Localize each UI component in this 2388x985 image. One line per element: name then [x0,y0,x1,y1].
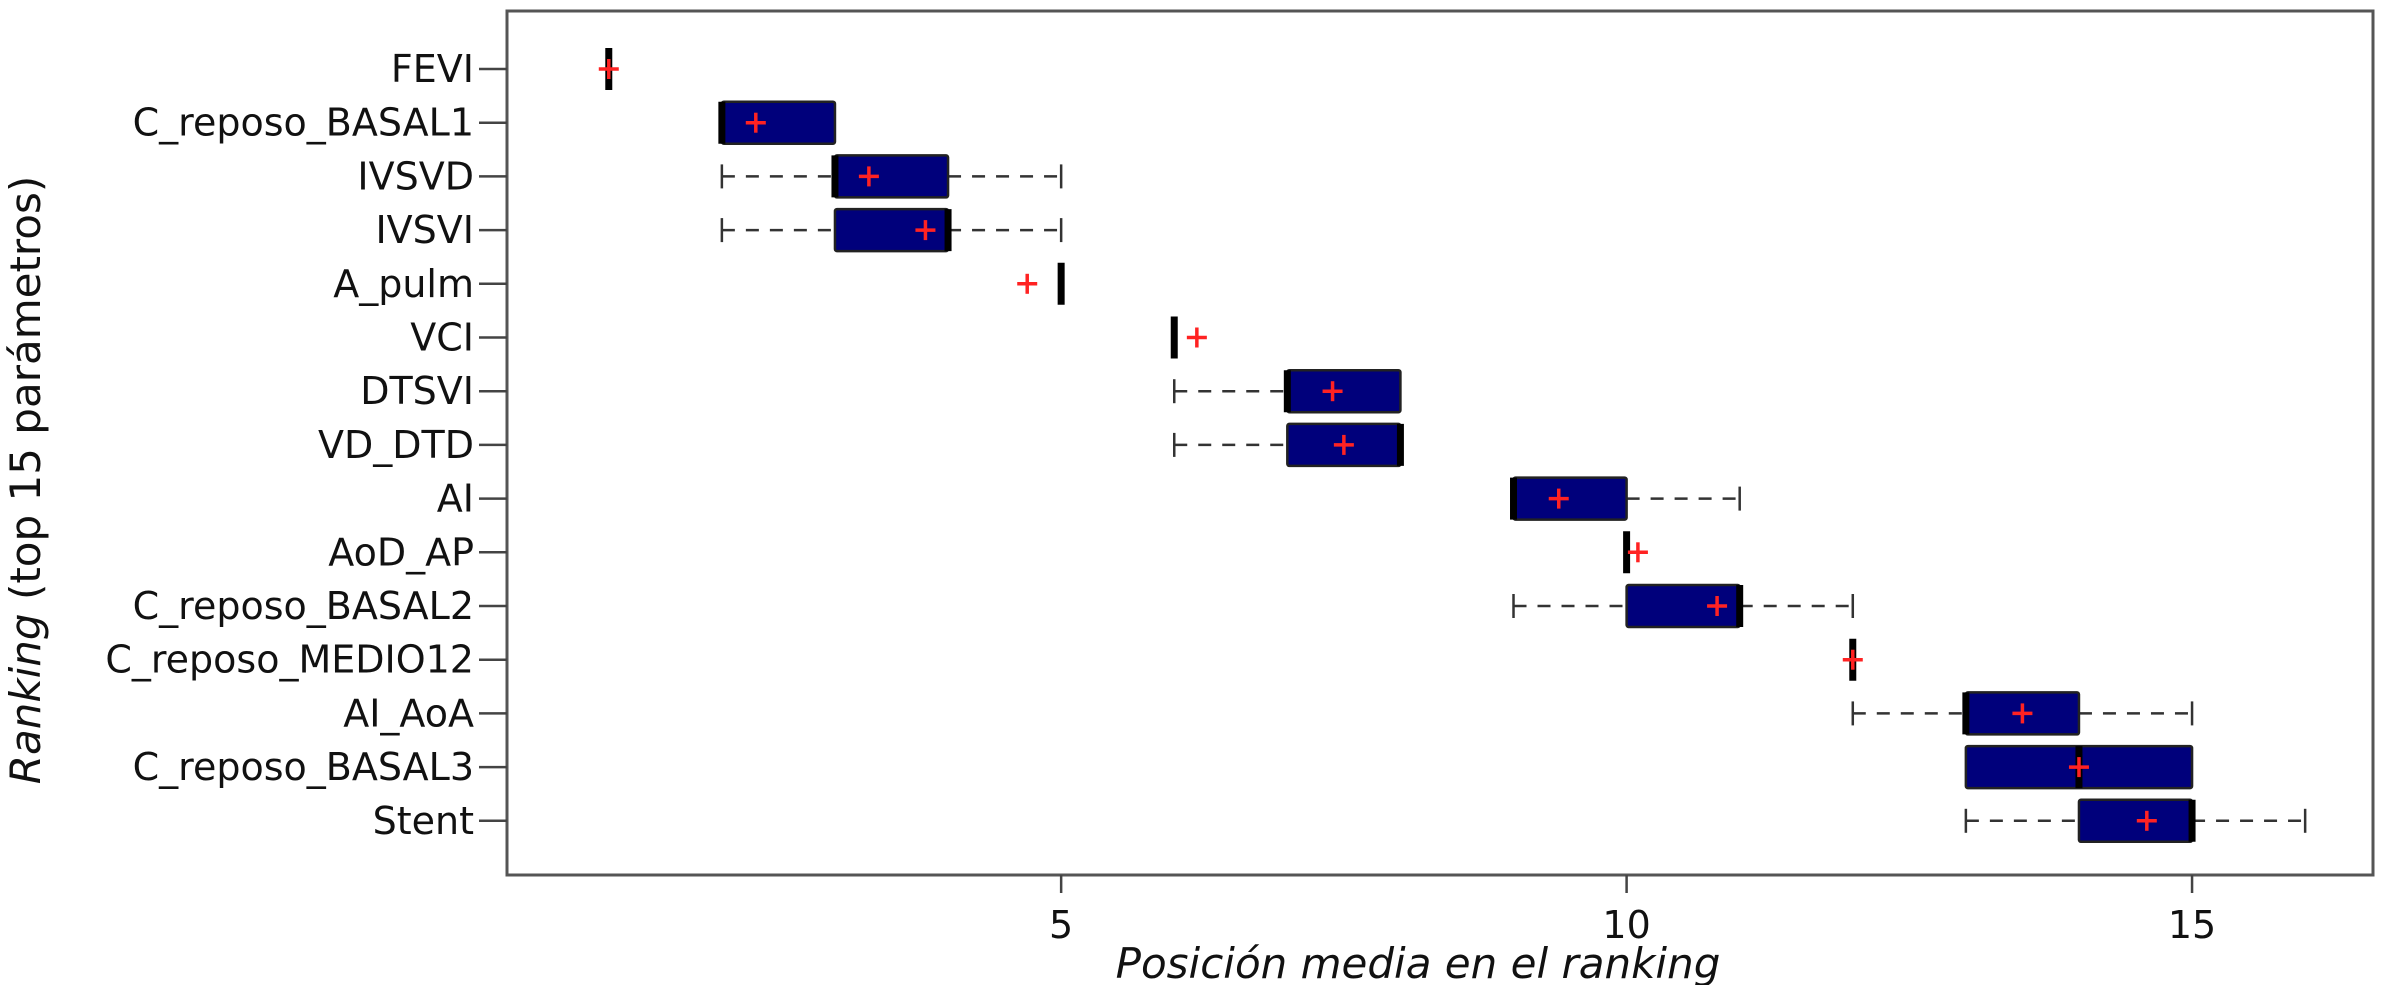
x-tick-label-10: 10 [1602,903,1650,947]
box-group-VCI [1170,316,1207,359]
y-tick-label-C_reposo_BASAL3: C_reposo_BASAL3 [133,745,474,789]
y-tick-label-Stent: Stent [373,799,474,843]
y-tick-label-AI: AI [437,477,474,521]
y-tick-label-VD_DTD: VD_DTD [318,423,474,467]
box-group-AI [1510,476,1741,521]
y-axis-ticks: FEVI C_reposo_BASAL1 IVSVD IVSVI A_pulm VCI DT… [105,47,507,843]
chart-marks [598,48,2307,844]
x-tick-label-15: 15 [2168,903,2216,947]
y-axis-title-italic: Ranking [1,613,50,784]
box [1512,476,1628,521]
box [1286,368,1402,414]
y-tick-label-IVSVD: IVSVD [357,154,474,198]
y-axis-title: Ranking (top 15 parámetros) [1,176,50,784]
box [833,154,950,199]
box [720,100,837,145]
box-group-DTSVI [1172,368,1402,414]
box-group-C_reposo_BASAL2 [1512,583,1855,629]
x-axis-title: Posición media en el ranking [1116,939,1721,985]
box-group-VD_DTD [1172,422,1404,468]
box-group-C_reposo_MEDIO12 [1842,638,1863,681]
x-tick-label-5: 5 [1049,903,1073,947]
y-tick-label-C_reposo_BASAL1: C_reposo_BASAL1 [133,101,474,145]
y-tick-label-A_pulm: A_pulm [333,262,474,306]
y-tick-label-FEVI: FEVI [391,47,474,91]
y-tick-label-IVSVI: IVSVI [375,208,474,252]
x-axis-ticks: 5 10 15 [1049,875,2216,947]
box-group-AoD_AP [1623,531,1648,574]
box [2077,798,2194,844]
box-group-IVSVD [720,154,1063,199]
box-group-C_reposo_BASAL3 [1964,744,2194,790]
box-group-IVSVI [720,207,1063,253]
box-group-Stent [1964,798,2307,844]
box-group-A_pulm [1017,262,1065,305]
box-group-FEVI [598,48,619,90]
y-tick-label-AoD_AP: AoD_AP [328,530,474,574]
y-tick-label-C_reposo_BASAL2: C_reposo_BASAL2 [133,584,474,628]
box-group-AI_AoA [1851,691,2194,736]
y-tick-label-DTSVI: DTSVI [360,369,474,413]
y-axis-title-rest: (top 15 parámetros) [1,176,50,614]
y-tick-label-VCI: VCI [410,316,474,360]
y-tick-label-C_reposo_MEDIO12: C_reposo_MEDIO12 [105,638,474,682]
box-group-C_reposo_BASAL1 [718,100,837,145]
y-tick-label-AI_AoA: AI_AoA [343,691,474,735]
